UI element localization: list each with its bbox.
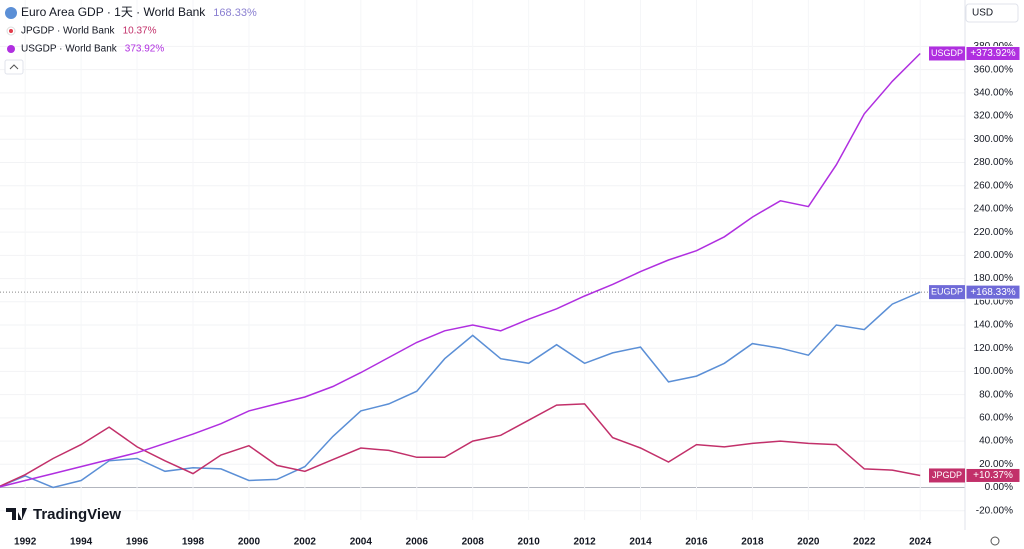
series-last-label: +373.92% [970,48,1015,59]
series-line [0,291,921,489]
legend-value: 373.92% [125,44,165,55]
y-tick-label: 340.00% [974,87,1014,98]
y-tick-label: 300.00% [974,134,1014,145]
y-tick-label: 200.00% [974,250,1014,261]
y-tick-label: 260.00% [974,180,1014,191]
y-tick-label: 140.00% [974,320,1014,331]
y-tick-label: 80.00% [979,389,1013,400]
y-tick-label: 220.00% [974,227,1014,238]
legend-icon [5,7,17,19]
collapse-icon [9,64,19,70]
y-tick-label: 60.00% [979,412,1013,423]
brand-logo [6,508,27,520]
legend-value: 168.33% [213,7,257,19]
series-last-label: +10.37% [973,470,1013,481]
legend-icon [7,45,15,53]
x-tick-label: 2016 [685,537,708,548]
x-tick-label: 2004 [350,537,373,548]
series-value-box [965,467,1021,483]
x-tick-label: 2024 [909,537,932,548]
y-tick-label: -20.00% [976,505,1013,516]
x-tick-label: 2002 [294,537,317,548]
x-tick-label: 2012 [573,537,596,548]
legend-name: Euro Area GDP · 1天 · World Bank [21,5,206,19]
series-tag-box [929,285,965,300]
x-tick-label: 2000 [238,537,261,548]
x-tick-label: 2020 [797,537,820,548]
y-tick-label: 120.00% [974,343,1014,354]
x-tick-label: 1998 [182,537,205,548]
y-tick-label: 100.00% [974,366,1014,377]
y-tick-label: 40.00% [979,436,1013,447]
currency[interactable]: USD [972,8,993,19]
x-tick-label: 2010 [518,537,541,548]
plot-area [0,45,965,512]
currency-box[interactable] [965,3,1019,23]
x-tick-label: 1994 [70,537,93,548]
x-tick-label: 2018 [741,537,764,548]
y-tick-label: 320.00% [974,111,1014,122]
series-tag-box [929,46,965,61]
series-value-box [965,45,1021,61]
y-tick-label: 240.00% [974,204,1014,215]
y-tick-label: 0.00% [985,482,1013,493]
y-tick-label: 280.00% [974,157,1014,168]
y-tick-label: 20.00% [979,459,1013,470]
series-value-box [965,284,1021,300]
series-tag: USGDP [931,48,963,58]
legend-icon-dot [9,29,13,33]
x-tick-label: 1996 [126,537,149,548]
x-tick-label: 2022 [853,537,876,548]
brand: TradingView [33,506,121,523]
collapse-button[interactable] [4,59,24,75]
legend-name: USGDP · World Bank [21,44,118,55]
series-line [0,403,921,488]
y-tick-label: 180.00% [974,273,1014,284]
x-tick-label: 2006 [406,537,429,548]
x-tick-label: 1992 [14,537,37,548]
legend-value: 10.37% [123,26,157,37]
y-tick-label: 360.00% [974,64,1014,75]
series-tag: JPGDP [932,470,962,480]
series-last-label: +168.33% [970,287,1015,298]
legend-name: JPGDP · World Bank [21,26,116,37]
series-tag: EUGDP [931,286,963,296]
series-line [0,52,921,488]
legend: Euro Area GDP · 1天 · World Bank 168.33% JP… [5,5,257,55]
y-tick-label: 160.00% [974,296,1014,307]
x-tick-label: 2008 [462,537,485,548]
x-tick-label: 2014 [629,537,652,548]
settings-icon[interactable] [990,536,1000,546]
series-tag-box [929,468,965,483]
